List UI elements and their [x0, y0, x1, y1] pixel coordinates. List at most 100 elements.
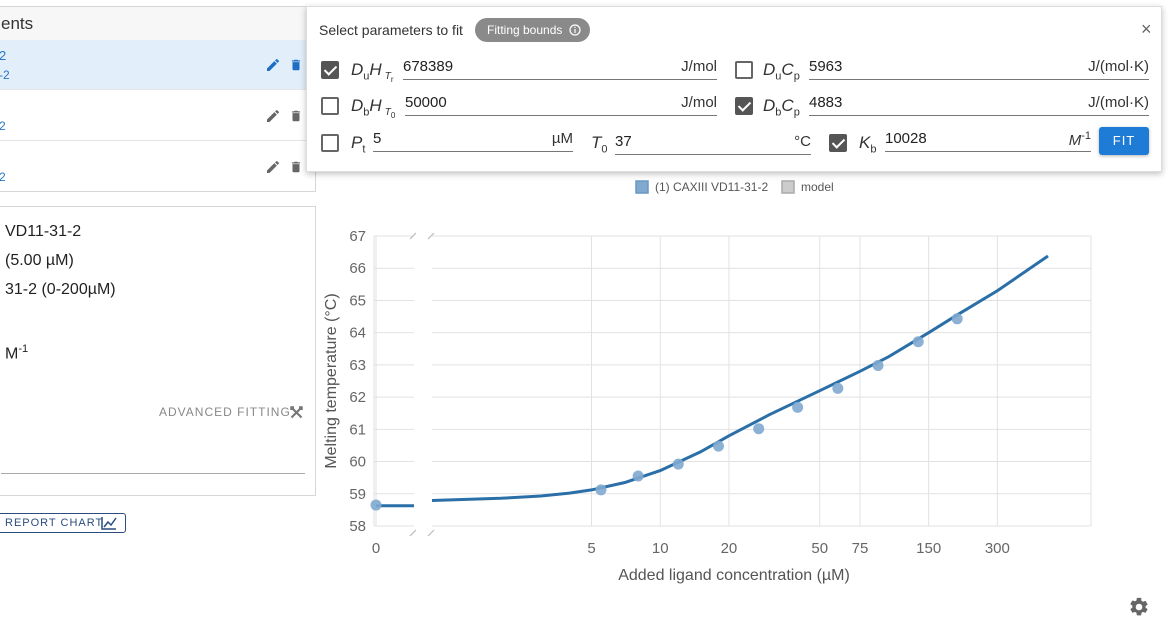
- data-point: [792, 401, 804, 413]
- y-tick-label: 63: [349, 357, 366, 374]
- unit-duHTr: J/mol: [681, 58, 717, 75]
- legend-swatch: [635, 180, 649, 194]
- checkbox-dbCp[interactable]: [735, 97, 753, 115]
- axis-break-mark: [409, 232, 417, 240]
- experiment-info-panel: VD11-31-2 (5.00 µM) 31-2 (0-200µM) M-1 A…: [0, 206, 316, 496]
- data-point: [832, 382, 844, 394]
- value-T0: 37: [615, 133, 632, 150]
- y-tick-label: 65: [349, 292, 366, 309]
- checkbox-duCp[interactable]: [735, 61, 753, 79]
- value-Pt: 5: [373, 130, 382, 147]
- x-tick-label: 20: [721, 540, 738, 557]
- y-tick-label: 61: [349, 421, 366, 438]
- info-kb-unit-sup: -1: [18, 343, 29, 355]
- close-icon[interactable]: ×: [1141, 19, 1152, 39]
- unit-duCp: J/(mol·K): [1088, 58, 1149, 75]
- legend-label: model: [801, 180, 834, 194]
- x-tick-label: 50: [811, 540, 828, 557]
- x-tick-label: 150: [916, 540, 941, 557]
- legend-label: (1) CAXIII VD11-31-2: [655, 180, 768, 194]
- experiments-panel: ents 2 -2 2 2: [0, 6, 316, 192]
- y-tick-label: 64: [349, 325, 366, 342]
- label-T0: T0: [591, 133, 608, 156]
- info-protein-conc: (5.00 µM): [5, 252, 74, 269]
- experiment-row[interactable]: 2: [0, 91, 315, 141]
- experiment-name: 2: [0, 48, 7, 63]
- label-duHTr: DuH Tr: [351, 60, 394, 85]
- data-point: [753, 423, 765, 435]
- checkbox-duHTr[interactable]: [321, 61, 339, 79]
- checkbox-Pt[interactable]: [321, 134, 339, 152]
- info-divider: [1, 473, 305, 474]
- input-Pt[interactable]: 5 µM: [373, 129, 573, 152]
- chart-line-icon: [101, 517, 117, 530]
- data-point: [370, 499, 382, 511]
- input-T0[interactable]: 37 °C: [615, 132, 811, 155]
- unit-Pt: µM: [551, 130, 573, 147]
- experiment-subtitle: 2: [0, 170, 6, 184]
- y-tick-label: 67: [349, 228, 366, 245]
- input-duCp[interactable]: 5963 J/(mol·K): [809, 57, 1149, 80]
- x-axis-label: Added ligand concentration (µM): [618, 567, 850, 584]
- info-kb-unit: M-1: [5, 343, 28, 363]
- fitting-bounds-chip[interactable]: Fitting bounds: [475, 18, 591, 42]
- input-dbCp[interactable]: 4883 J/(mol·K): [809, 93, 1149, 116]
- checkbox-dbHT0[interactable]: [321, 97, 339, 115]
- experiment-row[interactable]: 2: [0, 142, 315, 192]
- model-line: [431, 254, 1049, 503]
- y-tick-label: 59: [349, 486, 366, 503]
- unit-dbHT0: J/mol: [681, 94, 717, 111]
- x-tick-label: 75: [852, 540, 869, 557]
- data-point: [872, 360, 884, 372]
- x-tick-label: 5: [587, 540, 595, 557]
- axis-break-mark: [409, 529, 417, 537]
- y-tick-label: 66: [349, 260, 366, 277]
- edit-pencil-icon[interactable]: [265, 108, 281, 124]
- tools-cross-icon[interactable]: [289, 405, 304, 420]
- input-Kb[interactable]: 10028 M-1: [885, 129, 1091, 152]
- delete-trash-icon[interactable]: [289, 159, 303, 175]
- data-point: [912, 336, 924, 348]
- fit-parameters-panel: Select parameters to fit Fitting bounds …: [306, 6, 1162, 172]
- x-tick-label: 300: [985, 540, 1010, 557]
- edit-pencil-icon[interactable]: [265, 159, 281, 175]
- value-Kb: 10028: [885, 130, 927, 147]
- melting-temperature-chart: 58 59 60 61 62 63 64 65 66 67 0 5 10 20 50 75 150 300 Adde…: [323, 180, 1092, 584]
- experiment-subtitle: -2: [0, 68, 10, 82]
- unit-Kb-sup: -1: [1081, 130, 1091, 142]
- value-dbCp: 4883: [809, 94, 843, 111]
- input-dbHT0[interactable]: 50000 J/mol: [405, 93, 717, 116]
- label-dbCp: DbCp: [763, 96, 800, 119]
- y-axis-label: Melting temperature (°C): [323, 293, 340, 468]
- checkbox-Kb[interactable]: [829, 134, 847, 152]
- delete-trash-icon[interactable]: [289, 108, 303, 124]
- data-point: [951, 313, 963, 325]
- unit-Kb-text: M: [1068, 132, 1082, 149]
- settings-gear-icon[interactable]: [1128, 596, 1150, 618]
- report-chart-label: REPORT CHART: [5, 517, 104, 529]
- value-duHTr: 678389: [403, 58, 454, 75]
- unit-T0: °C: [794, 133, 811, 150]
- data-point: [595, 484, 607, 496]
- fit-button[interactable]: FIT: [1099, 127, 1149, 155]
- x-tick-label: 10: [652, 540, 669, 557]
- report-chart-button[interactable]: REPORT CHART: [0, 513, 126, 533]
- delete-trash-icon[interactable]: [289, 57, 303, 73]
- unit-dbCp: J/(mol·K): [1088, 94, 1149, 111]
- y-tick-label: 58: [349, 518, 366, 535]
- label-duCp: DuCp: [763, 60, 800, 83]
- edit-pencil-icon[interactable]: [265, 57, 281, 73]
- info-ligand: VD11-31-2: [5, 223, 82, 240]
- y-tick-label: 60: [349, 454, 366, 471]
- input-duHTr[interactable]: 678389 J/mol: [403, 57, 717, 80]
- x-tick-label: 0: [372, 540, 380, 557]
- experiment-row[interactable]: 2 -2: [0, 40, 315, 90]
- label-Pt: Pt: [351, 133, 366, 156]
- value-duCp: 5963: [809, 58, 843, 75]
- axis-break-mark: [427, 529, 435, 537]
- legend-swatch: [781, 180, 795, 194]
- y-tick-label: 62: [349, 389, 366, 406]
- experiment-subtitle: 2: [0, 119, 6, 133]
- advanced-fitting-button[interactable]: ADVANCED FITTING: [159, 405, 291, 419]
- data-point: [672, 458, 684, 470]
